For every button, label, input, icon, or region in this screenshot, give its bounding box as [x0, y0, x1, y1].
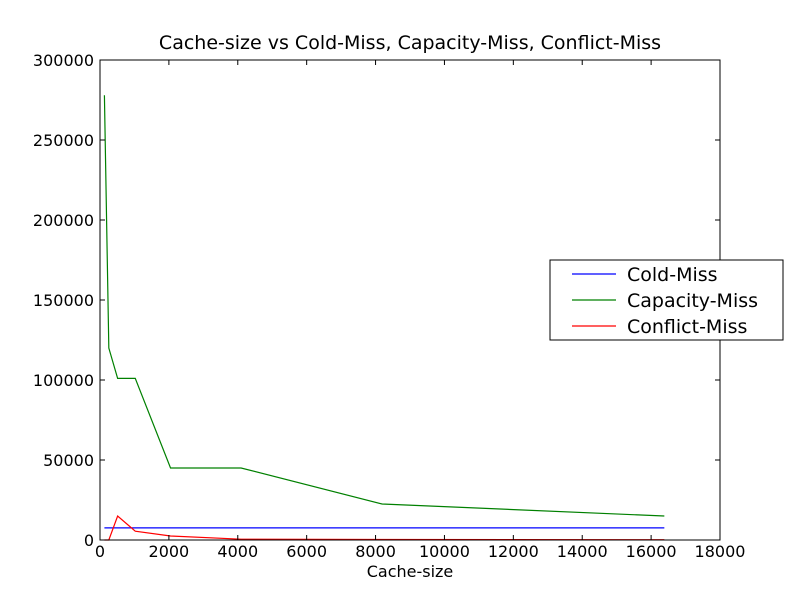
legend-label-cold-miss: Cold-Miss [627, 264, 718, 286]
series-layer [103, 95, 665, 541]
y-tick-label: 300000 [33, 51, 94, 70]
x-tick-label: 14000 [557, 542, 608, 561]
legend-label-conflict-miss: Conflict-Miss [627, 316, 747, 338]
series-line-capacity-miss [103, 95, 665, 517]
x-tick-label: 0 [95, 542, 105, 561]
y-tick-label: 200000 [33, 211, 94, 230]
legend-entries: Cold-Miss Capacity-Miss Conflict-Miss [572, 264, 758, 338]
x-tick-label: 2000 [149, 542, 190, 561]
y-tick-label: 0 [84, 531, 94, 550]
x-tick-label: 10000 [419, 542, 470, 561]
y-tick-label: 50000 [43, 451, 94, 470]
legend: Cold-Miss Capacity-Miss Conflict-Miss [549, 259, 784, 341]
x-tick-label: 4000 [217, 542, 258, 561]
tick-layer: 0 2000 4000 6000 8000 10000 12000 14000 16000 180… [33, 51, 746, 561]
legend-label-capacity-miss: Capacity-Miss [627, 290, 758, 312]
chart-title: Cache-size vs Cold-Miss, Capacity-Miss, … [159, 32, 661, 54]
x-tick-label: 6000 [286, 542, 327, 561]
y-tick-label: 100000 [33, 371, 94, 390]
x-axis-label: Cache-size [367, 562, 454, 581]
y-tick-label: 150000 [33, 291, 94, 310]
y-tick-label: 250000 [33, 131, 94, 150]
x-tick-label: 8000 [355, 542, 396, 561]
x-tick-label: 12000 [488, 542, 539, 561]
series-line-conflict-miss [104, 514, 665, 541]
x-tick-label: 16000 [626, 542, 677, 561]
x-tick-label: 18000 [695, 542, 746, 561]
